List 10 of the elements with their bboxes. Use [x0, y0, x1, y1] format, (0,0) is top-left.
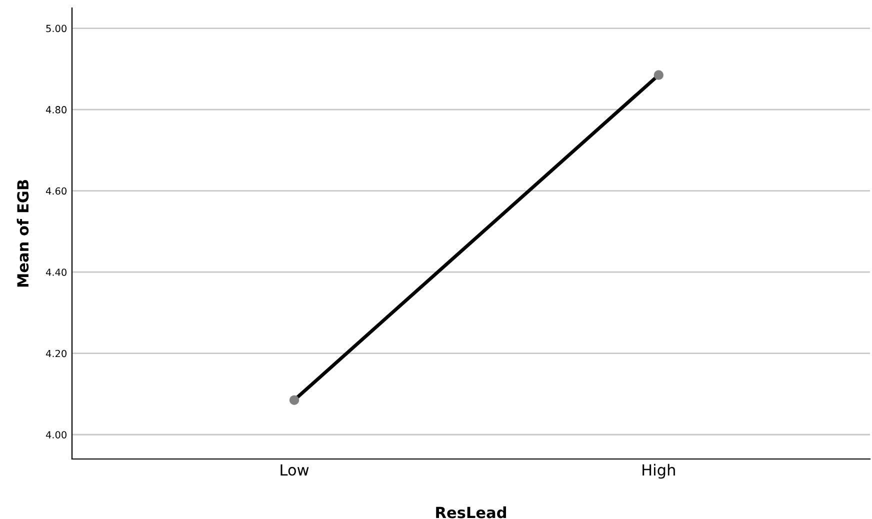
y-tick-label: 4.60	[46, 187, 66, 195]
y-tick-label: 4.40	[46, 268, 66, 276]
x-axis-title: ResLead	[436, 506, 506, 518]
y-tick-label: 4.80	[46, 106, 66, 114]
x-tick-label: Low	[280, 464, 309, 476]
y-tick-label: 4.00	[46, 431, 66, 438]
y-axis-title: Mean of EGB	[16, 180, 29, 287]
y-tick-label: 5.00	[46, 24, 66, 32]
y-tick-label: 4.20	[46, 350, 66, 358]
x-tick-label: High	[642, 464, 675, 479]
